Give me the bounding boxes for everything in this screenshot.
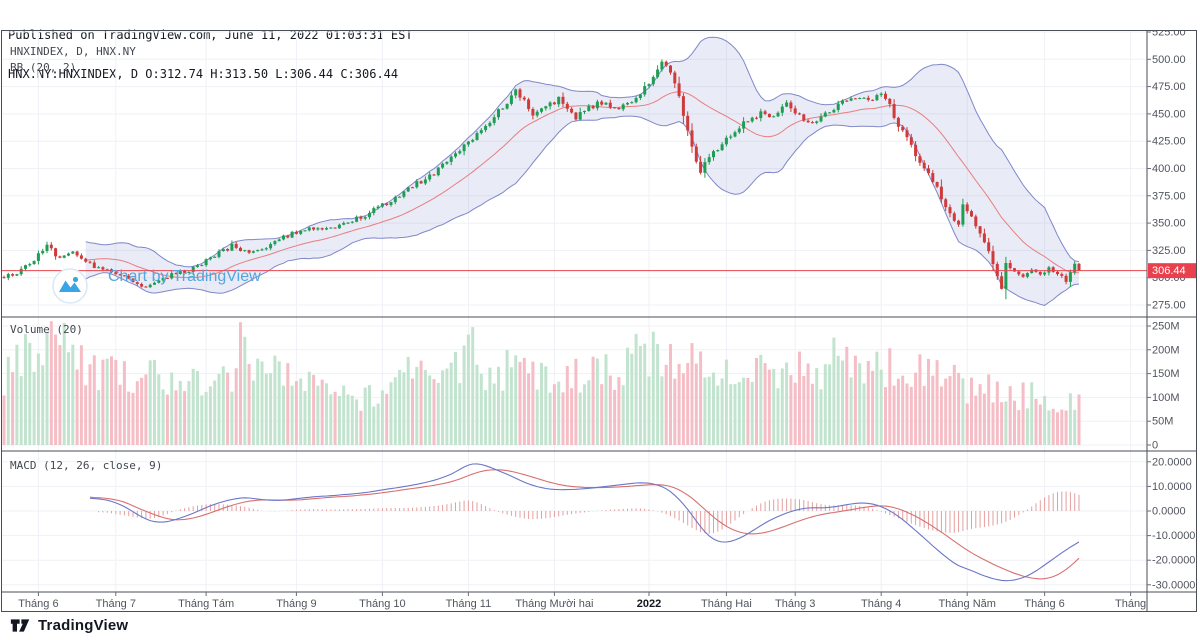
- svg-text:Tháng 11: Tháng 11: [446, 598, 492, 610]
- svg-text:Tháng Hai: Tháng Hai: [701, 598, 752, 610]
- price-chart-svg[interactable]: 525.00 500.00 475.00 450.00 425.00 400.00 375.…: [0, 30, 1200, 614]
- svg-text:Tháng: Tháng: [1115, 598, 1146, 610]
- svg-text:20.0000: 20.0000: [1152, 456, 1192, 468]
- svg-text:Tháng 3: Tháng 3: [775, 598, 815, 610]
- symbol-ohlc-line: HNX.NY:HNXINDEX, D O:312.74 H:313.50 L:3…: [8, 67, 399, 81]
- svg-text:Tháng Tám: Tháng Tám: [178, 598, 234, 610]
- gridlines: [2, 30, 1147, 592]
- chart-area: 525.00 500.00 475.00 450.00 425.00 400.00 375.…: [0, 30, 1200, 614]
- svg-text:-30.0000: -30.0000: [1152, 579, 1195, 591]
- svg-text:Tháng Năm: Tháng Năm: [938, 598, 995, 610]
- brand-label: TradingView: [38, 617, 129, 634]
- footer-brand[interactable]: TradingView: [10, 615, 128, 636]
- svg-text:150M: 150M: [1152, 368, 1180, 380]
- svg-text:325.00: 325.00: [1152, 245, 1186, 257]
- svg-text:10.0000: 10.0000: [1152, 481, 1192, 493]
- svg-text:Tháng 6: Tháng 6: [18, 598, 58, 610]
- svg-text:375.00: 375.00: [1152, 190, 1186, 202]
- svg-text:Tháng 7: Tháng 7: [96, 598, 136, 610]
- volume-bars: [2, 321, 1081, 445]
- svg-text:Tháng 10: Tháng 10: [359, 598, 405, 610]
- svg-text:0.0000: 0.0000: [1152, 506, 1186, 518]
- svg-text:Tháng 6: Tháng 6: [1024, 598, 1064, 610]
- svg-text:Tháng 9: Tháng 9: [276, 598, 316, 610]
- chart-frame: [1, 30, 1197, 612]
- svg-text:200M: 200M: [1152, 344, 1180, 356]
- svg-text:475.00: 475.00: [1152, 81, 1186, 93]
- svg-text:525.00: 525.00: [1152, 30, 1186, 39]
- svg-text:2022: 2022: [637, 598, 661, 610]
- current-price-label: 306.44: [1148, 263, 1196, 279]
- macd-line: [89, 463, 1080, 582]
- svg-text:306.44: 306.44: [1152, 265, 1186, 277]
- svg-text:50M: 50M: [1152, 416, 1173, 428]
- svg-text:Tháng Mười hai: Tháng Mười hai: [515, 598, 593, 610]
- candlesticks: [2, 59, 1081, 300]
- svg-text:-10.0000: -10.0000: [1152, 530, 1195, 542]
- macd-signal-line: [89, 469, 1080, 580]
- time-axis: Tháng 6 Tháng 7 Tháng Tám Tháng 9 Tháng 10 Th…: [18, 592, 1146, 610]
- svg-text:250M: 250M: [1152, 321, 1180, 333]
- bollinger-bands: [85, 36, 1080, 306]
- macd-plot: [89, 463, 1080, 582]
- tradingview-brand-icon: [10, 619, 30, 632]
- bb-upper-band: [85, 36, 1080, 268]
- svg-text:450.00: 450.00: [1152, 108, 1186, 120]
- svg-text:500.00: 500.00: [1152, 54, 1186, 66]
- svg-text:275.00: 275.00: [1152, 300, 1186, 312]
- svg-text:100M: 100M: [1152, 392, 1180, 404]
- bb-basis-line: [85, 91, 1080, 279]
- svg-text:Tháng 4: Tháng 4: [861, 598, 901, 610]
- svg-text:425.00: 425.00: [1152, 136, 1186, 148]
- svg-text:350.00: 350.00: [1152, 218, 1186, 230]
- bb-lower-band: [85, 115, 1080, 306]
- price-axis: 525.00 500.00 475.00 450.00 425.00 400.00 375.…: [1147, 30, 1195, 591]
- svg-text:0: 0: [1152, 440, 1158, 452]
- svg-text:-20.0000: -20.0000: [1152, 555, 1195, 567]
- svg-text:400.00: 400.00: [1152, 163, 1186, 175]
